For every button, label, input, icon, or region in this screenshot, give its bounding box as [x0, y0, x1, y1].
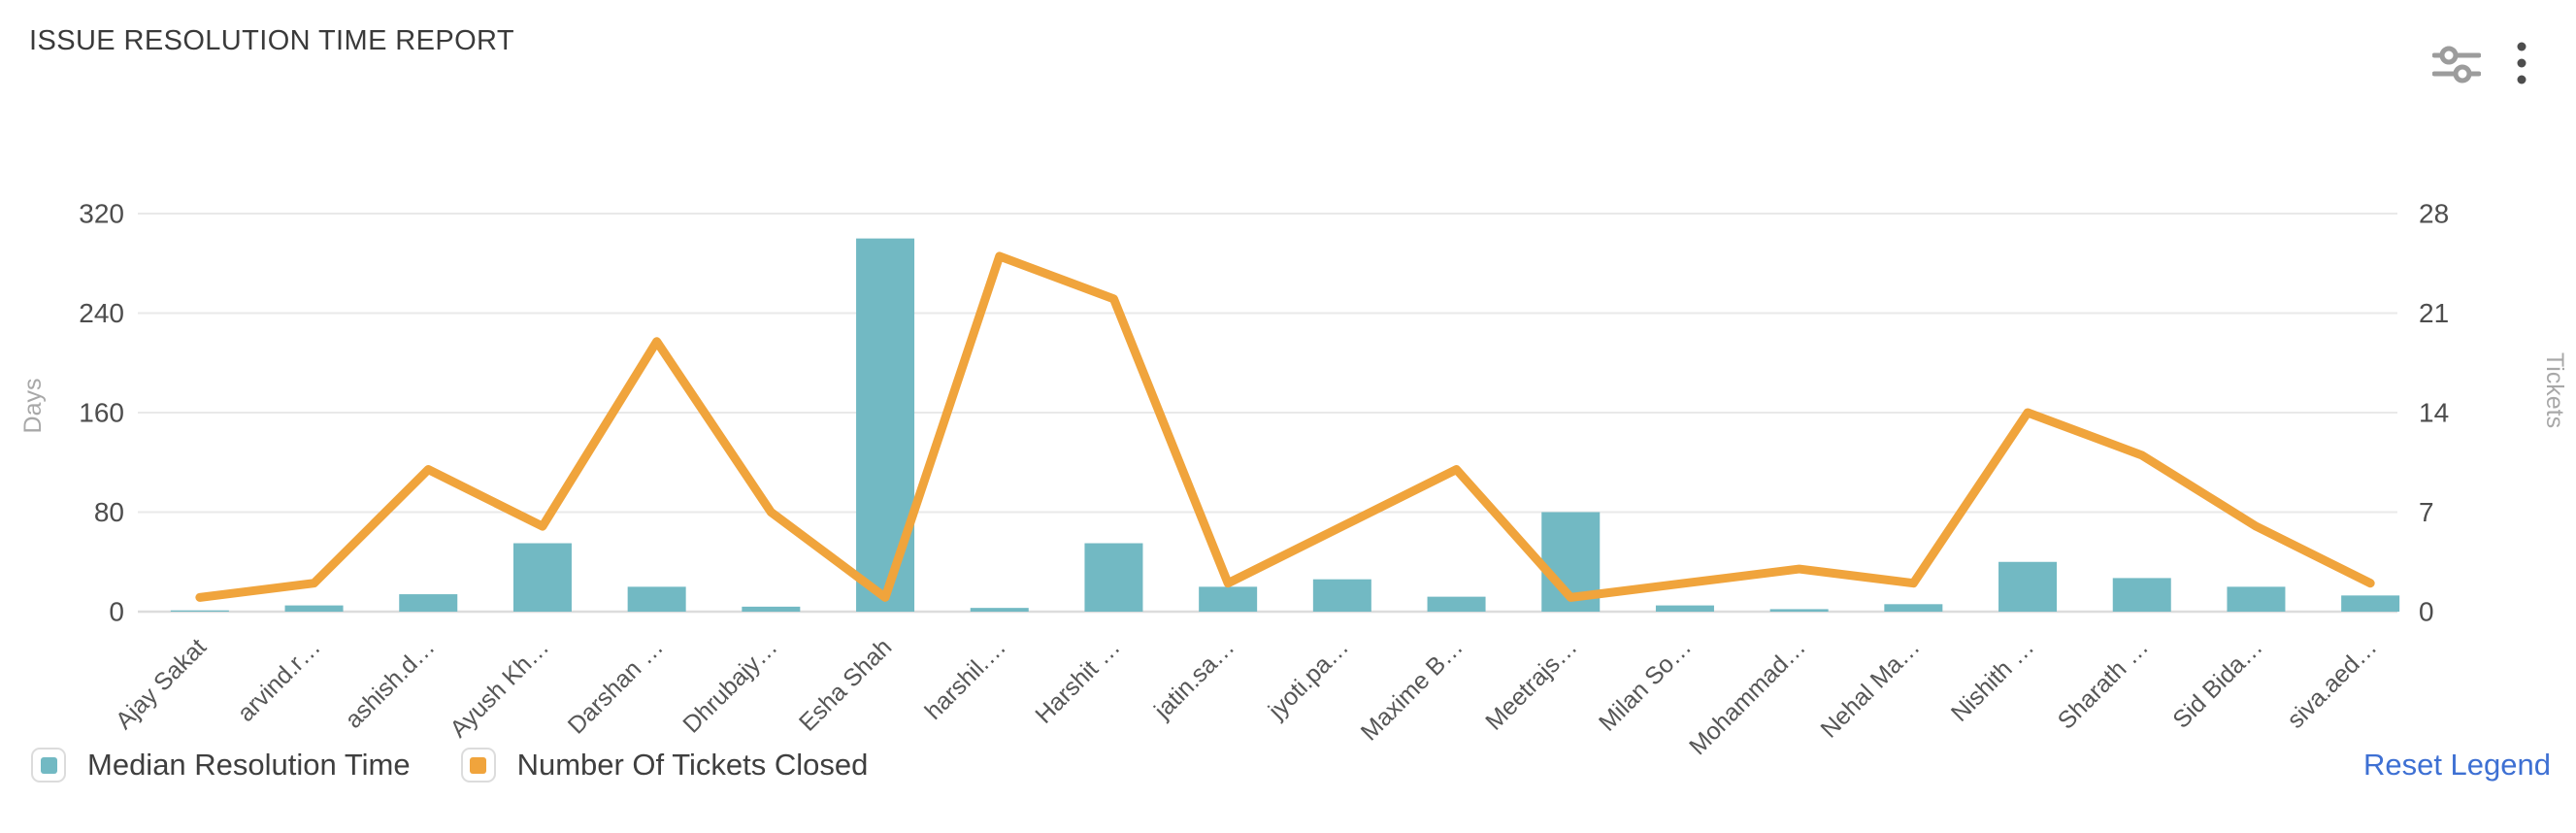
chart-bar-7[interactable]: [970, 608, 1029, 612]
chart-bar-10[interactable]: [1312, 579, 1371, 612]
x-axis-label-18: Sid Bida…: [2167, 633, 2267, 733]
chart-bar-11[interactable]: [1427, 596, 1486, 612]
filter-sliders-icon[interactable]: [2431, 45, 2482, 83]
y-left-tick-label: 160: [79, 398, 124, 428]
x-axis-label-7: harshil.…: [920, 633, 1011, 724]
x-axis-label-2: ashish.d…: [340, 633, 440, 733]
x-axis-label-13: Milan So…: [1594, 633, 1697, 736]
y-right-tick-label: 21: [2419, 298, 2449, 328]
chart-bar-2[interactable]: [399, 594, 458, 612]
tickets-closed-line[interactable]: [195, 251, 2375, 602]
chart-bar-19[interactable]: [2341, 595, 2400, 612]
y-right-tick-label: 0: [2419, 597, 2434, 627]
kebab-menu-icon[interactable]: [2512, 41, 2531, 85]
chart-bar-8[interactable]: [1084, 543, 1143, 612]
x-axis-label-9: jatin.sa…: [1148, 633, 1239, 724]
chart-bar-15[interactable]: [1884, 604, 1943, 612]
x-axis-label-15: Nehal Ma…: [1815, 633, 1925, 743]
legend-swatch-icon: [31, 748, 66, 783]
chart-legend: Median Resolution Time Number Of Tickets …: [31, 748, 868, 783]
legend-item-1[interactable]: Number Of Tickets Closed: [460, 748, 869, 783]
reset-legend-link[interactable]: Reset Legend: [2362, 748, 2551, 782]
x-axis-label-19: siva.aed…: [2282, 633, 2382, 733]
chart-bar-3[interactable]: [512, 543, 572, 612]
x-axis-label-10: jyoti.pa…: [1263, 633, 1354, 724]
x-axis-label-16: Nishith …: [1946, 633, 2039, 726]
y-left-tick-label: 320: [79, 199, 124, 229]
x-axis-label-5: Dhrubajy…: [677, 633, 782, 738]
y-left-axis-name: Days: [19, 379, 47, 434]
legend-label: Median Resolution Time: [87, 748, 411, 782]
x-axis-label-6: Esha Shah: [794, 633, 897, 736]
x-axis-label-12: Meetrajs…: [1480, 633, 1582, 735]
x-axis-label-17: Sharath …: [2053, 633, 2154, 734]
page-title: ISSUE RESOLUTION TIME REPORT: [29, 25, 514, 56]
chart-bar-6[interactable]: [856, 238, 915, 612]
x-axis-label-11: Maxime B…: [1356, 633, 1469, 746]
chart-bar-18[interactable]: [2227, 586, 2286, 612]
legend-swatch-icon: [460, 748, 496, 783]
x-axis-label-3: Ayush Kh…: [445, 633, 554, 743]
legend-swatch-color: [40, 756, 57, 774]
chart-bar-5[interactable]: [742, 606, 801, 612]
chart-bar-9[interactable]: [1199, 586, 1258, 612]
x-axis-label-8: Harshit …: [1030, 633, 1125, 728]
chart-bar-14[interactable]: [1769, 609, 1829, 612]
chart-bar-0[interactable]: [170, 610, 229, 612]
legend-label: Number Of Tickets Closed: [516, 748, 869, 782]
x-axis-label-1: arvind.r…: [232, 633, 325, 726]
legend-item-0[interactable]: Median Resolution Time: [31, 748, 411, 783]
y-left-tick-label: 240: [79, 298, 124, 328]
chart-bar-1[interactable]: [284, 605, 344, 612]
y-right-tick-label: 28: [2419, 199, 2449, 229]
chart-bar-13[interactable]: [1655, 605, 1714, 612]
legend-row: Median Resolution Time Number Of Tickets …: [31, 742, 2551, 788]
chart-bar-17[interactable]: [2112, 578, 2171, 612]
x-axis-label-0: Ajay Sakat: [111, 633, 212, 734]
chart-bar-4[interactable]: [627, 586, 686, 612]
chart-bar-16[interactable]: [1998, 561, 2058, 612]
y-right-tick-label: 7: [2419, 497, 2434, 527]
y-right-tick-label: 14: [2419, 398, 2449, 428]
y-right-axis-name: Tickets: [2541, 352, 2568, 428]
legend-swatch-color: [470, 756, 487, 774]
y-left-tick-label: 80: [94, 497, 124, 527]
x-axis-label-4: Darshan …: [563, 633, 669, 739]
y-left-tick-label: 0: [109, 597, 124, 627]
